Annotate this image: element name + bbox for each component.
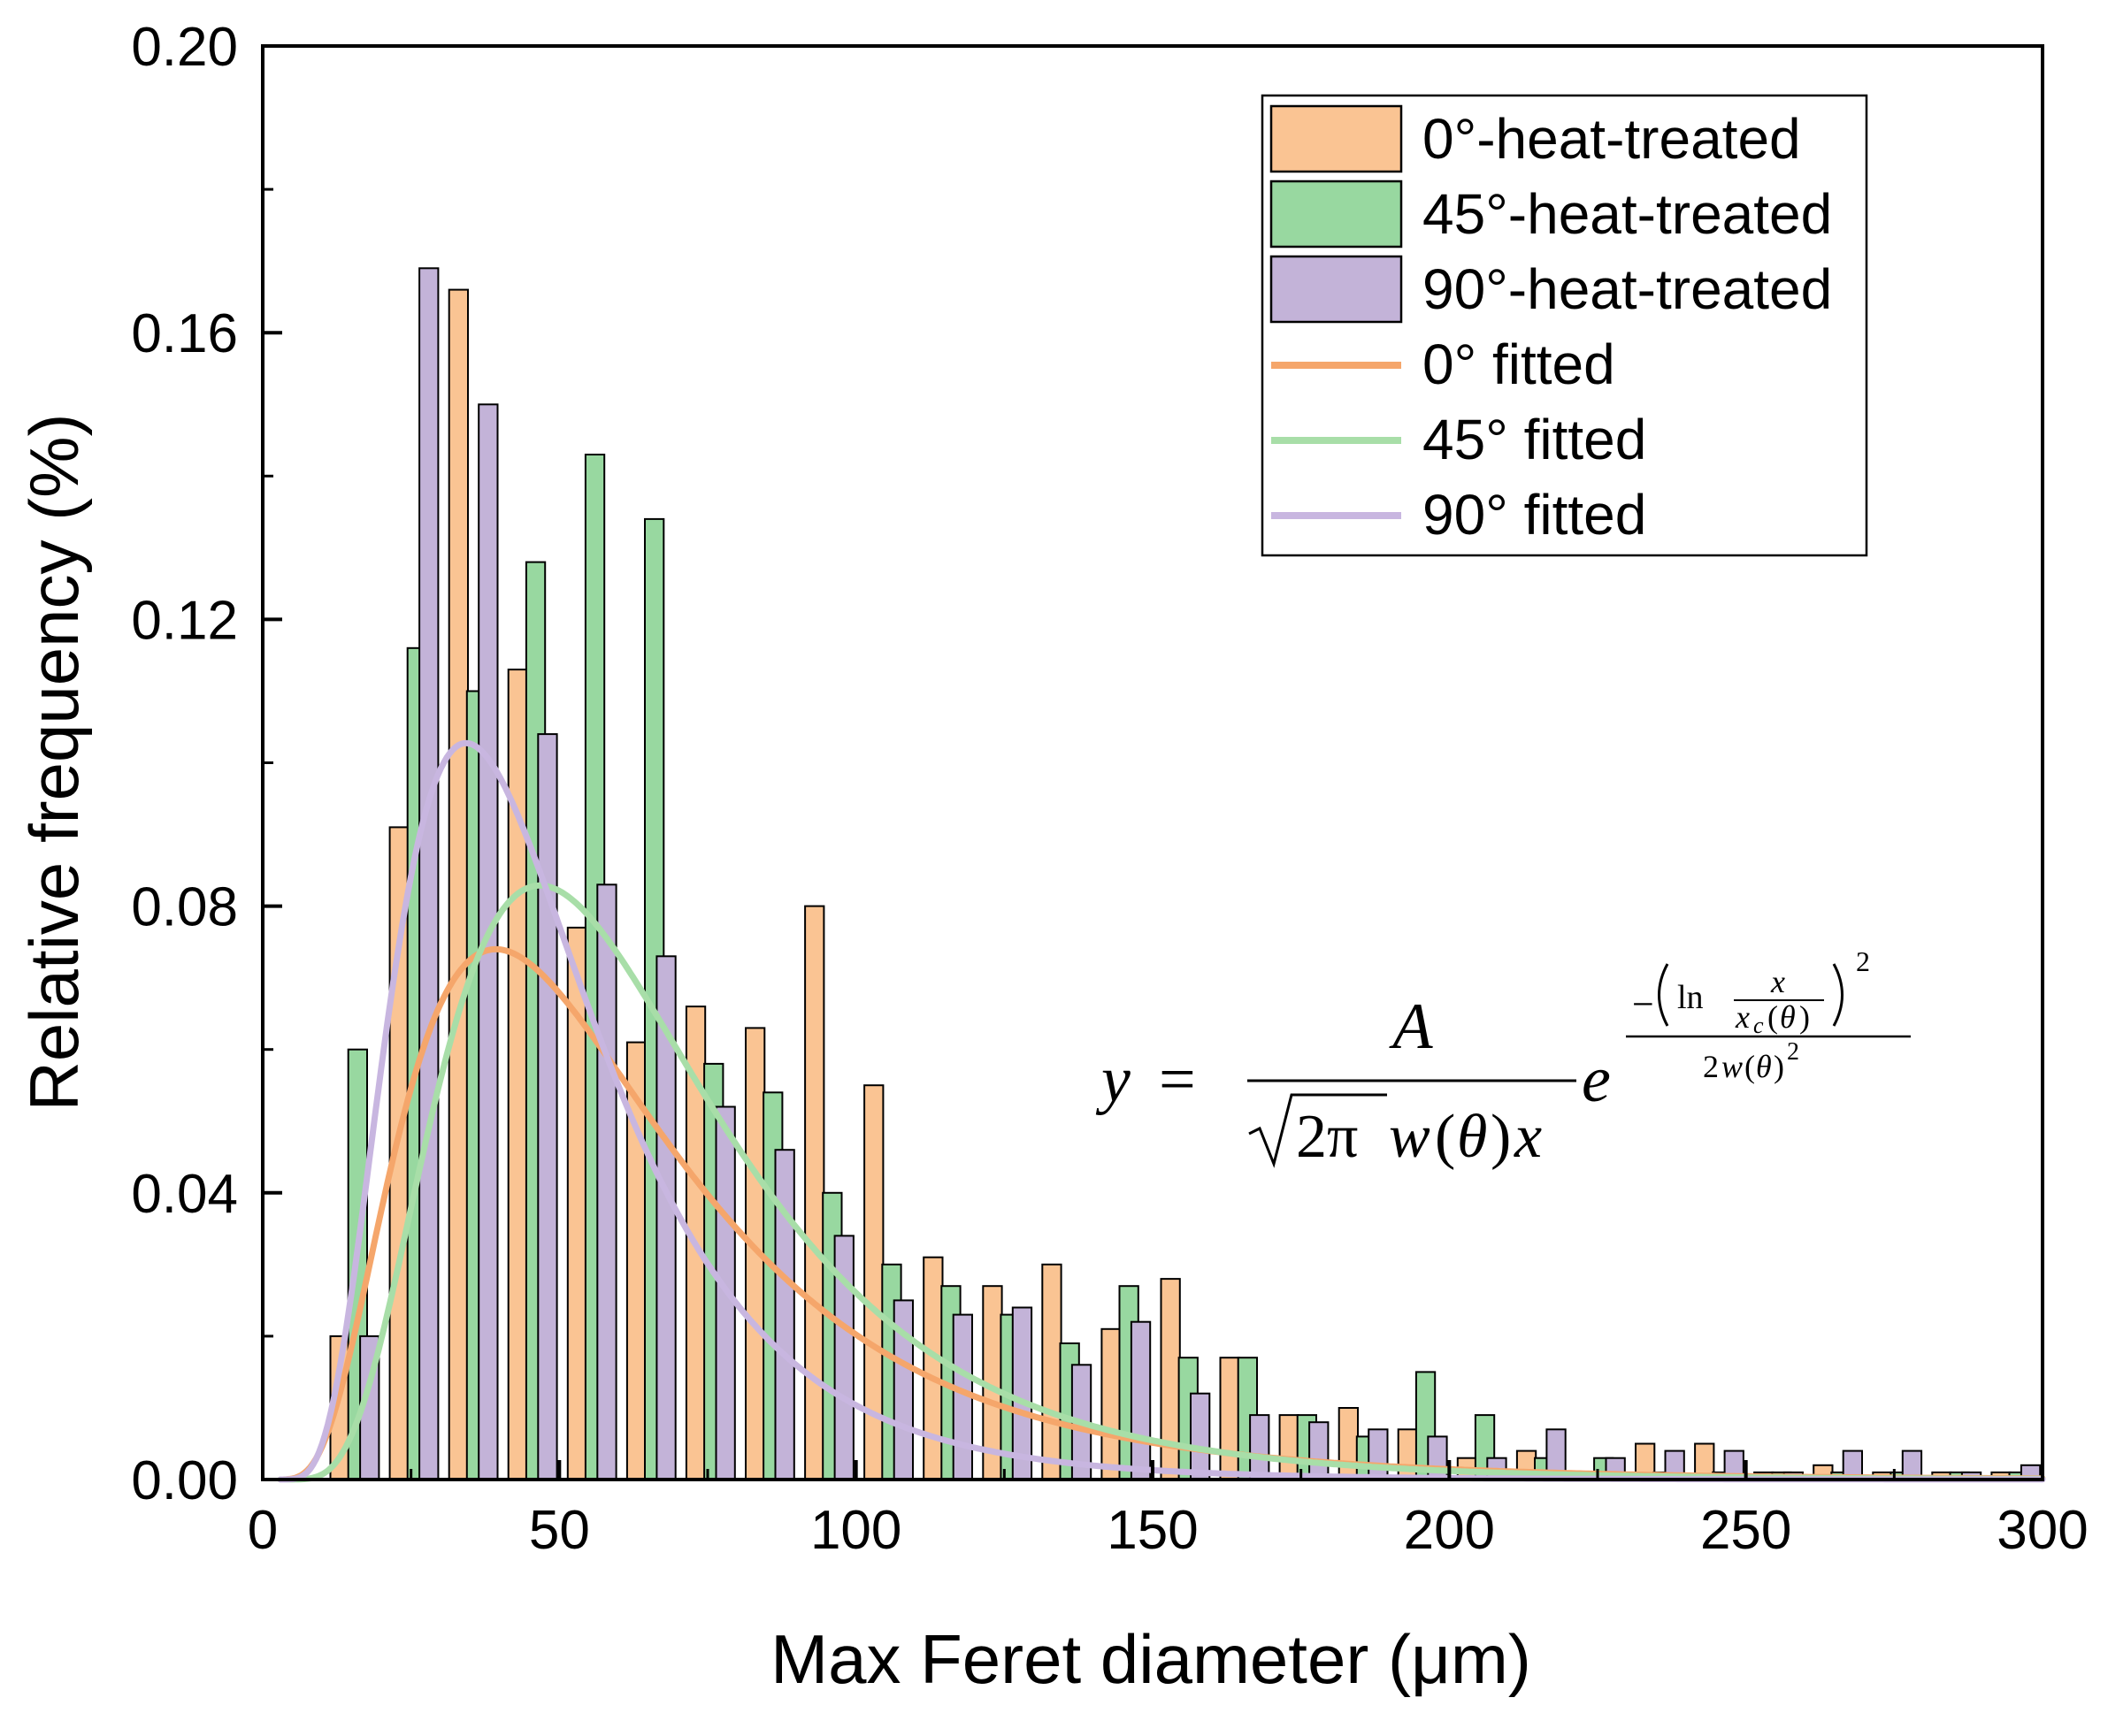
equation-exponent-xc: x xyxy=(1735,999,1750,1035)
bar-series-0-bin-16 xyxy=(1278,1414,1299,1480)
x-tick-label-3: 150 xyxy=(1107,1500,1198,1561)
bar-series-2-bin-15 xyxy=(1249,1414,1270,1480)
equation-rparen: ) xyxy=(1491,1103,1511,1171)
equation-denominator-theta: θ xyxy=(1756,1049,1772,1084)
legend: 0°-heat-treated 45°-heat-treated 90°-hea… xyxy=(1261,94,1868,557)
y-tick-label-1: 0.04 xyxy=(131,1164,238,1225)
x-axis: 0 50 100 150 200 250 300 xyxy=(248,1460,2089,1561)
y-axis: 0.00 0.04 0.08 0.12 0.16 0.20 xyxy=(131,17,282,1511)
y-tick-label-4: 0.16 xyxy=(131,303,238,364)
legend-swatch-45-heat-treated xyxy=(1269,180,1403,249)
equation-exponent-minus: − xyxy=(1632,983,1654,1026)
legend-label-45-fitted: 45° fitted xyxy=(1422,408,1646,471)
bar-series-0-bin-3 xyxy=(507,669,529,1480)
bar-series-0-bin-12 xyxy=(1041,1263,1062,1481)
bar-series-2-bin-3 xyxy=(537,733,558,1480)
bar-series-2-bin-16 xyxy=(1308,1421,1330,1480)
equation-lparen: ( xyxy=(1435,1103,1455,1171)
legend-label-45-heat-treated: 45°-heat-treated xyxy=(1422,182,1832,246)
bar-series-0-bin-2 xyxy=(448,288,470,1481)
equation-denominator-w: w xyxy=(1721,1049,1743,1084)
legend-swatch-0-heat-treated xyxy=(1269,104,1403,173)
equation-denominator-rparen: ) xyxy=(1774,1049,1784,1084)
equation-exponent-xc-rparen: ) xyxy=(1799,999,1810,1035)
x-tick-label-2: 100 xyxy=(810,1500,901,1561)
y-tick-label-5: 0.20 xyxy=(131,17,238,78)
legend-label-0-heat-treated: 0°-heat-treated xyxy=(1422,107,1801,171)
equation-annotation: y = A 2π w ( θ ) x e − ln x x c ( θ ) 2 … xyxy=(1088,937,1920,1176)
equation-denominator-two: 2 xyxy=(1703,1049,1719,1084)
equation-exponent-lparen xyxy=(1658,963,1669,1027)
equation-e: e xyxy=(1582,1044,1611,1116)
bar-series-2-bin-1 xyxy=(418,267,440,1480)
equation-sqrt-sign xyxy=(1248,1093,1387,1168)
bar-series-0-bin-15 xyxy=(1219,1357,1240,1480)
equation-theta: θ xyxy=(1457,1103,1487,1171)
bar-series-2-bin-14 xyxy=(1190,1392,1211,1480)
equation-sqrt-arg: 2π xyxy=(1296,1103,1358,1171)
bar-series-0-bin-10 xyxy=(923,1256,944,1480)
y-axis-title: Relative frequency (%) xyxy=(15,414,93,1112)
y-tick-label-0: 0.00 xyxy=(131,1450,238,1511)
equation-exponent-xc-theta: θ xyxy=(1780,999,1796,1035)
y-tick-label-3: 0.12 xyxy=(131,590,238,651)
equation-denominator-power: 2 xyxy=(1787,1038,1799,1066)
x-axis-title: Max Feret diameter (μm) xyxy=(770,1620,1531,1698)
bar-series-0-bin-13 xyxy=(1100,1327,1122,1481)
x-tick-label-4: 200 xyxy=(1404,1500,1495,1561)
bar-series-2-bin-17 xyxy=(1368,1428,1389,1481)
equation-numerator: A xyxy=(1388,990,1433,1063)
equation-backdrop xyxy=(1088,937,1920,1176)
equation-lhs: y xyxy=(1095,1044,1131,1116)
equation-exponent-xc-sub: c xyxy=(1753,1013,1764,1038)
equation-w: w xyxy=(1389,1103,1430,1171)
equation-exponent-xc-lparen: ( xyxy=(1767,999,1778,1035)
x-tick-label-5: 250 xyxy=(1700,1500,1791,1561)
x-tick-label-6: 300 xyxy=(1997,1500,2088,1561)
legend-swatch-90-heat-treated xyxy=(1269,255,1403,324)
legend-label-90-fitted: 90° fitted xyxy=(1422,483,1646,547)
y-tick-label-2: 0.08 xyxy=(131,877,238,938)
equation-exponent-x: x xyxy=(1770,964,1785,999)
equation-equals: = xyxy=(1159,1044,1196,1116)
equation-exponent-ln: ln xyxy=(1677,979,1704,1016)
x-tick-label-0: 0 xyxy=(248,1500,278,1561)
bar-series-2-bin-4 xyxy=(596,883,617,1480)
equation-denominator-lparen: ( xyxy=(1744,1049,1755,1084)
legend-label-0-fitted: 0° fitted xyxy=(1422,333,1615,396)
equation-x: x xyxy=(1514,1103,1542,1171)
legend-label-90-heat-treated: 90°-heat-treated xyxy=(1422,257,1832,321)
bar-series-0-bin-8 xyxy=(804,905,825,1480)
x-tick-label-1: 50 xyxy=(529,1500,590,1561)
equation-exponent-power: 2 xyxy=(1856,945,1870,977)
bar-series-2-bin-13 xyxy=(1130,1320,1152,1480)
equation-exponent-rparen xyxy=(1832,963,1844,1027)
